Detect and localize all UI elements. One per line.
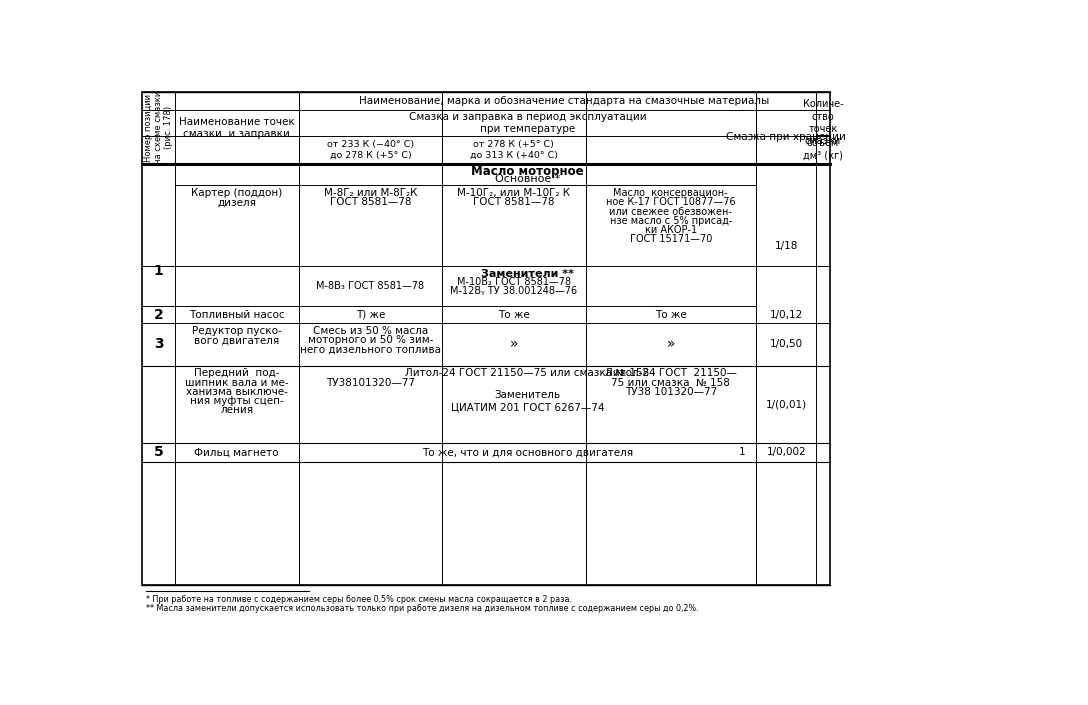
Text: от 278 К (+5° С)
до 313 К (+40° С): от 278 К (+5° С) до 313 К (+40° С) bbox=[470, 140, 558, 160]
Text: 1: 1 bbox=[153, 264, 163, 278]
Text: Масло  консервацион-: Масло консервацион- bbox=[614, 188, 728, 198]
Text: 1/18: 1/18 bbox=[775, 241, 798, 251]
Text: 5: 5 bbox=[153, 446, 163, 459]
Text: М-8Г₂ или М-8Г₂К: М-8Г₂ или М-8Г₂К bbox=[324, 188, 417, 198]
Text: Наименование, марка и обозначение стандарта на смазочные материалы: Наименование, марка и обозначение станда… bbox=[359, 96, 769, 106]
Text: Литол-24 ГОСТ 21150—75 или смазка № 158: Литол-24 ГОСТ 21150—75 или смазка № 158 bbox=[405, 368, 650, 379]
Text: * При работе на топливе с содержанием серы более 0,5% срок смены масла сокращает: * При работе на топливе с содержанием се… bbox=[146, 595, 572, 604]
Text: ** Масла заменители допускается использовать только при работе дизеля на дизельн: ** Масла заменители допускается использо… bbox=[146, 603, 698, 613]
Text: ки АКОР-1: ки АКОР-1 bbox=[645, 225, 696, 235]
Text: 1: 1 bbox=[739, 447, 745, 458]
Text: нзе масло с 5% присад-: нзе масло с 5% присад- bbox=[609, 216, 732, 226]
Text: М-8В₃ ГОСТ 8581—78: М-8В₃ ГОСТ 8581—78 bbox=[317, 281, 424, 291]
Text: Смесь из 50 % масла: Смесь из 50 % масла bbox=[313, 326, 428, 336]
Text: Заменители **: Заменители ** bbox=[481, 269, 573, 279]
Text: »: » bbox=[667, 338, 675, 352]
Text: Фильц магнето: Фильц магнето bbox=[195, 447, 279, 458]
Text: вого двигателя: вого двигателя bbox=[194, 336, 280, 345]
Text: него дизельного топлива: него дизельного топлива bbox=[300, 345, 441, 355]
Bar bbox=[143, 92, 830, 585]
Text: То же: То же bbox=[498, 309, 530, 320]
Text: Картер (поддон): Картер (поддон) bbox=[191, 188, 283, 198]
Text: объем
дм³ (кг): объем дм³ (кг) bbox=[803, 138, 843, 161]
Text: ния муфты сцеп-: ния муфты сцеп- bbox=[190, 396, 284, 406]
Text: моторного и 50 % зим-: моторного и 50 % зим- bbox=[308, 336, 433, 345]
Text: ТУ38101320—77: ТУ38101320—77 bbox=[326, 378, 415, 388]
Text: Масло моторное: Масло моторное bbox=[471, 165, 583, 178]
Text: Передний  под-: Передний под- bbox=[194, 368, 280, 379]
Text: Т) же: Т) же bbox=[356, 309, 385, 320]
Text: от 233 К (−40° С)
до 278 К (+5° С): от 233 К (−40° С) до 278 К (+5° С) bbox=[326, 140, 415, 160]
Text: 2: 2 bbox=[153, 308, 163, 321]
Text: 75 или смазка  № 158: 75 или смазка № 158 bbox=[611, 378, 730, 388]
Text: ГОСТ 15171—70: ГОСТ 15171—70 bbox=[630, 234, 712, 245]
Text: М-10В₂ ГОСТ 8581—78: М-10В₂ ГОСТ 8581—78 bbox=[457, 277, 571, 287]
Text: То же: То же bbox=[655, 309, 687, 320]
Text: ления: ления bbox=[220, 405, 254, 415]
Text: 1/(0,01): 1/(0,01) bbox=[766, 399, 807, 409]
Text: или свежее обезвожен-: или свежее обезвожен- bbox=[609, 207, 732, 216]
Text: »: » bbox=[509, 338, 518, 352]
Text: М-10Г₂, или М-10Г₂ К: М-10Г₂, или М-10Г₂ К bbox=[457, 188, 570, 198]
Text: Наименование точек
смазки  и заправки: Наименование точек смазки и заправки bbox=[178, 116, 295, 139]
Text: Номер позиции
на схеме смазки
(рис. 178): Номер позиции на схеме смазки (рис. 178) bbox=[144, 91, 173, 164]
Text: дизеля: дизеля bbox=[218, 197, 257, 207]
Text: ханизма выключе-: ханизма выключе- bbox=[186, 387, 287, 397]
Text: 1/0,12: 1/0,12 bbox=[769, 309, 803, 320]
Text: ное К-17 ГОСТ 10877—76: ное К-17 ГОСТ 10877—76 bbox=[606, 197, 735, 207]
Text: шипник вала и ме-: шипник вала и ме- bbox=[185, 378, 288, 388]
Text: Литол-24 ГОСТ  21150—: Литол-24 ГОСТ 21150— bbox=[605, 368, 737, 379]
Text: Смазка и заправка в период эксплуатации
при температуре: Смазка и заправка в период эксплуатации … bbox=[409, 112, 646, 134]
Text: Редуктор пуско-: Редуктор пуско- bbox=[191, 326, 282, 336]
Text: То же, что и для основного двигателя: То же, что и для основного двигателя bbox=[422, 447, 633, 458]
Text: Основное *: Основное * bbox=[495, 174, 560, 185]
Text: ГОСТ 8581—78: ГОСТ 8581—78 bbox=[330, 197, 411, 207]
Text: 1/0,002: 1/0,002 bbox=[766, 447, 806, 458]
Text: 3: 3 bbox=[153, 338, 163, 352]
Text: Смазка при хранении: Смазка при хранении bbox=[727, 132, 846, 142]
Text: ЦИАТИМ 201 ГОСТ 6267—74: ЦИАТИМ 201 ГОСТ 6267—74 bbox=[450, 403, 604, 412]
Text: Заменитель: Заменитель bbox=[494, 390, 560, 400]
Text: Количе-
ство
точек
смазки: Количе- ство точек смазки bbox=[803, 99, 843, 147]
Text: М-12Вᵧ ТУ 38.001248—76: М-12Вᵧ ТУ 38.001248—76 bbox=[450, 286, 578, 296]
Text: ГОСТ 8581—78: ГОСТ 8581—78 bbox=[473, 197, 555, 207]
Text: 1/0,50: 1/0,50 bbox=[769, 340, 803, 350]
Text: ТУ38 101320—77: ТУ38 101320—77 bbox=[625, 387, 717, 397]
Text: Топливный насос: Топливный насос bbox=[189, 309, 285, 320]
